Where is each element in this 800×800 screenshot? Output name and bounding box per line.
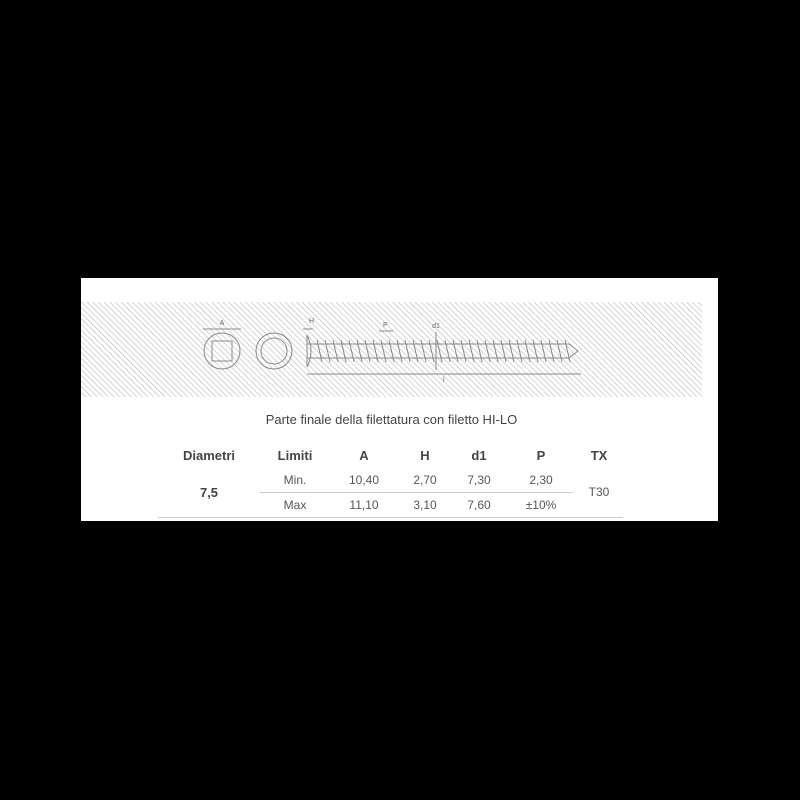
label-P: P xyxy=(383,322,388,329)
thread-line xyxy=(444,339,451,363)
thread-line xyxy=(356,339,363,363)
row-max-p: ±10% xyxy=(525,498,557,512)
row-min-d1: 7,30 xyxy=(467,473,491,487)
header-limiti: Limiti xyxy=(277,448,313,463)
label-H: H xyxy=(309,318,314,325)
header-a: A xyxy=(359,448,369,463)
thread-line xyxy=(364,339,371,363)
table-bottom-border xyxy=(158,517,623,518)
thread-line xyxy=(372,339,379,363)
row-min-limit: Min. xyxy=(283,473,307,487)
thread-line xyxy=(452,339,459,363)
thread-line xyxy=(556,339,563,363)
product-spec-panel: A H P d1 l Parte finale della filettatur… xyxy=(81,278,718,521)
header-p: P xyxy=(536,448,546,463)
thread-line xyxy=(548,339,555,363)
thread-line xyxy=(340,339,347,363)
thread-line xyxy=(324,339,331,363)
row-min-h: 2,70 xyxy=(413,473,437,487)
thread-line xyxy=(484,339,491,363)
row-min-a: 10,40 xyxy=(348,473,380,487)
tx-value: T30 xyxy=(588,485,610,499)
row-min-p: 2,30 xyxy=(529,473,553,487)
screw-technical-drawing: A H P d1 l xyxy=(81,302,702,397)
label-d1: d1 xyxy=(432,323,440,330)
header-diametri: Diametri xyxy=(182,448,236,463)
thread-line xyxy=(500,339,507,363)
thread-line xyxy=(492,339,499,363)
thread-line xyxy=(436,339,443,363)
thread-line xyxy=(476,339,483,363)
thread-line xyxy=(540,339,547,363)
header-h: H xyxy=(420,448,430,463)
thread-line xyxy=(516,339,523,363)
row-max-a: 11,10 xyxy=(349,498,379,512)
thread-line xyxy=(508,339,515,363)
label-A: A xyxy=(220,320,225,327)
diameter-value: 7,5 xyxy=(199,485,219,500)
thread-line xyxy=(460,339,467,363)
thread-line xyxy=(532,339,539,363)
thread-line xyxy=(388,339,395,363)
thread-line xyxy=(412,339,419,363)
drawing-caption: Parte finale della filettatura con filet… xyxy=(265,412,518,427)
thread-line xyxy=(396,339,403,363)
thread-line xyxy=(468,339,475,363)
thread-line xyxy=(524,339,531,363)
row-max-d1: 7,60 xyxy=(467,498,491,512)
screw-head-bottom-view xyxy=(255,332,293,370)
thread-line xyxy=(348,339,355,363)
row-max-limit: Max xyxy=(283,498,307,512)
row-divider xyxy=(260,492,573,493)
screw-head-top-view xyxy=(203,328,241,370)
thread-line xyxy=(316,339,323,363)
thread-line xyxy=(332,339,339,363)
screw-side-view xyxy=(303,328,581,375)
thread-line xyxy=(420,339,427,363)
header-d1: d1 xyxy=(471,448,487,463)
header-tx: TX xyxy=(590,448,608,463)
label-l: l xyxy=(443,377,445,384)
thread-line xyxy=(404,339,411,363)
thread-line xyxy=(564,339,571,363)
thread-line xyxy=(380,339,387,363)
row-max-h: 3,10 xyxy=(413,498,437,512)
thread-line xyxy=(428,339,435,363)
